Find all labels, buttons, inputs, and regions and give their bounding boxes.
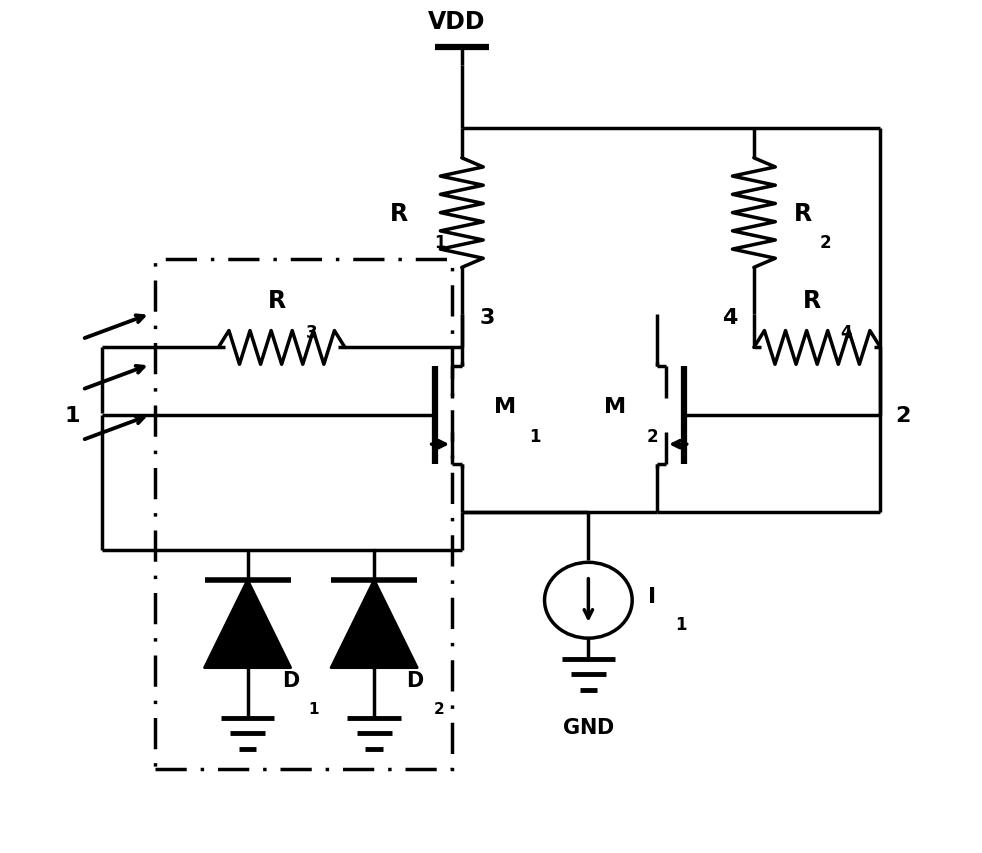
Text: $\mathbf{4}$: $\mathbf{4}$ [722,308,738,328]
Text: $\mathbf{R}$: $\mathbf{R}$ [792,201,812,225]
Text: $\mathbf{D}$: $\mathbf{D}$ [282,670,300,690]
Polygon shape [331,580,417,668]
Text: $\mathbf{2}$: $\mathbf{2}$ [819,234,831,252]
Text: $\mathbf{M}$: $\mathbf{M}$ [603,397,626,417]
Text: $\mathbf{D}$: $\mathbf{D}$ [407,670,424,690]
Text: $\mathbf{R}$: $\mathbf{R}$ [267,288,287,313]
Text: $\mathbf{2}$: $\mathbf{2}$ [645,427,658,445]
Polygon shape [204,580,291,668]
Text: $\mathbf{3}$: $\mathbf{3}$ [479,308,495,328]
Text: $\mathbf{1}$: $\mathbf{1}$ [528,427,541,445]
Text: VDD: VDD [428,10,486,34]
Text: $\mathbf{GND}$: $\mathbf{GND}$ [562,717,615,737]
Text: $\mathbf{3}$: $\mathbf{3}$ [304,323,317,341]
Text: $\mathbf{I}$: $\mathbf{I}$ [647,586,655,606]
Text: $\mathbf{2}$: $\mathbf{2}$ [895,405,910,426]
Text: $\mathbf{1}$: $\mathbf{1}$ [64,405,81,426]
Text: $\mathbf{M}$: $\mathbf{M}$ [493,397,516,417]
Text: $\mathbf{R}$: $\mathbf{R}$ [802,288,822,313]
Text: $\mathbf{1}$: $\mathbf{1}$ [675,615,687,633]
Text: $\mathbf{4}$: $\mathbf{4}$ [840,323,852,341]
Text: $\mathbf{1}$: $\mathbf{1}$ [434,234,447,252]
Text: $\mathbf{2}$: $\mathbf{2}$ [433,700,444,717]
Text: $\mathbf{R}$: $\mathbf{R}$ [389,201,409,225]
Text: $\mathbf{1}$: $\mathbf{1}$ [308,700,319,717]
